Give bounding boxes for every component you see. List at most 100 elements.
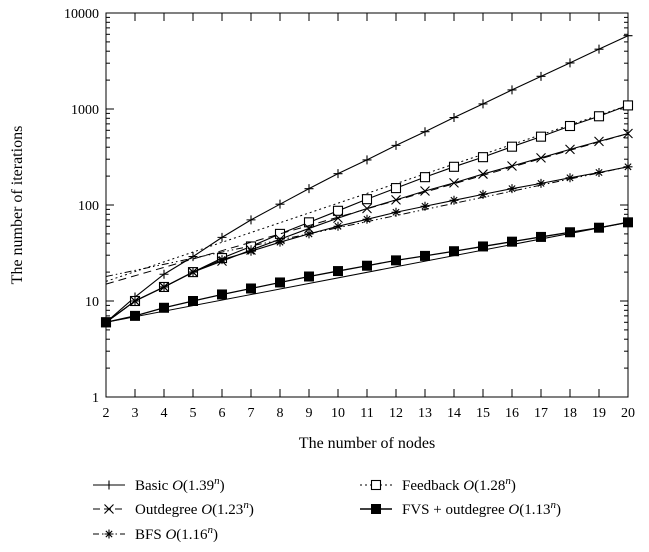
data-point bbox=[391, 255, 401, 266]
data-point bbox=[594, 168, 604, 178]
data-point bbox=[362, 203, 372, 214]
data-point bbox=[303, 217, 315, 228]
data-point bbox=[477, 152, 489, 163]
x-axis-title: The number of nodes bbox=[299, 435, 435, 452]
data-point bbox=[333, 266, 343, 277]
series-layer bbox=[100, 31, 634, 328]
data-point bbox=[536, 152, 546, 163]
x-tick-label: 19 bbox=[592, 406, 606, 421]
data-point bbox=[536, 231, 546, 242]
data-point bbox=[104, 529, 114, 539]
fit-line bbox=[105, 104, 629, 282]
data-point bbox=[564, 120, 576, 132]
x-tick-label: 2 bbox=[103, 406, 110, 421]
data-point bbox=[217, 289, 227, 300]
x-tick-label: 4 bbox=[161, 406, 168, 421]
x-tick-label: 5 bbox=[190, 406, 197, 421]
legend-item-bfs: BFS O(1.16n) bbox=[93, 524, 218, 543]
data-point bbox=[304, 229, 314, 239]
data-point bbox=[535, 131, 547, 142]
data-point bbox=[333, 221, 343, 231]
data-point bbox=[507, 236, 517, 247]
legend-item-outdegree: Outdegree O(1.23n) bbox=[93, 499, 254, 518]
data-point bbox=[275, 277, 285, 288]
data-point bbox=[159, 282, 169, 292]
data-point bbox=[246, 246, 256, 256]
data-point bbox=[419, 172, 431, 183]
data-point bbox=[304, 184, 314, 194]
data-point bbox=[594, 222, 604, 233]
y-axis-title: The number of iterations bbox=[9, 126, 26, 285]
y-tick-label: 1 bbox=[92, 391, 99, 406]
data-point bbox=[274, 228, 286, 239]
data-point bbox=[391, 140, 401, 150]
data-point bbox=[390, 183, 402, 194]
data-point bbox=[449, 177, 459, 188]
data-point bbox=[104, 504, 114, 514]
data-point bbox=[593, 111, 605, 122]
x-tick-label: 12 bbox=[389, 406, 403, 421]
data-point bbox=[361, 194, 373, 205]
series-line bbox=[105, 104, 629, 323]
y-tick-label: 100 bbox=[78, 199, 99, 214]
data-point bbox=[391, 207, 401, 217]
series-line bbox=[105, 35, 629, 323]
x-tick-label: 13 bbox=[418, 406, 432, 421]
legend-label: Basic O(1.39n) bbox=[135, 475, 225, 494]
series-fvs-outdegree bbox=[101, 217, 633, 328]
series-bfs bbox=[101, 162, 633, 327]
data-point bbox=[507, 184, 517, 194]
fit-line bbox=[105, 221, 629, 323]
series-basic bbox=[101, 31, 633, 327]
data-point bbox=[159, 269, 169, 279]
data-point bbox=[275, 237, 285, 247]
data-point bbox=[623, 128, 633, 139]
x-tick-label: 14 bbox=[447, 406, 461, 421]
data-point bbox=[104, 480, 114, 490]
x-axis: 2 3 4 5 6 7 8 9 10 11 12 13 14 15 16 17 18 19 20 bbox=[103, 13, 635, 421]
y-axis: 1 10 100 1000 10000 bbox=[64, 7, 628, 406]
data-point bbox=[420, 127, 430, 137]
x-tick-label: 18 bbox=[563, 406, 577, 421]
data-point bbox=[449, 113, 459, 123]
data-point bbox=[217, 232, 227, 242]
data-point bbox=[507, 161, 517, 171]
data-point bbox=[371, 504, 381, 514]
data-point bbox=[304, 271, 314, 282]
data-point bbox=[362, 155, 372, 165]
data-point bbox=[188, 267, 198, 277]
data-point bbox=[420, 250, 430, 261]
data-point bbox=[370, 479, 382, 491]
data-point bbox=[391, 195, 401, 205]
data-point bbox=[246, 283, 256, 294]
data-point bbox=[507, 85, 517, 95]
data-point bbox=[420, 201, 430, 211]
data-point bbox=[478, 99, 488, 109]
x-tick-label: 10 bbox=[331, 406, 345, 421]
data-point bbox=[565, 144, 575, 155]
data-point bbox=[101, 317, 111, 328]
data-point bbox=[478, 241, 488, 252]
data-point bbox=[362, 260, 372, 271]
y-tick-label: 10 bbox=[85, 295, 99, 310]
y-tick-label: 1000 bbox=[71, 103, 99, 118]
data-point bbox=[478, 169, 488, 179]
legend-label: FVS + outdegree O(1.13n) bbox=[402, 499, 561, 518]
x-tick-label: 20 bbox=[621, 406, 635, 421]
data-point bbox=[594, 44, 604, 54]
plot-frame bbox=[105, 12, 629, 398]
legend-item-feedback: Feedback O(1.28n) bbox=[360, 475, 516, 494]
x-tick-label: 3 bbox=[132, 406, 139, 421]
plot-border bbox=[105, 12, 629, 398]
data-point bbox=[449, 195, 459, 205]
data-point bbox=[246, 215, 256, 225]
data-point bbox=[565, 58, 575, 68]
series-feedback bbox=[100, 100, 634, 328]
x-tick-label: 15 bbox=[476, 406, 490, 421]
legend-item-fvs-outdegree: FVS + outdegree O(1.13n) bbox=[360, 499, 561, 518]
legend-label: BFS O(1.16n) bbox=[135, 524, 218, 543]
data-point bbox=[130, 296, 140, 306]
data-point bbox=[594, 136, 604, 147]
data-point bbox=[623, 217, 633, 228]
